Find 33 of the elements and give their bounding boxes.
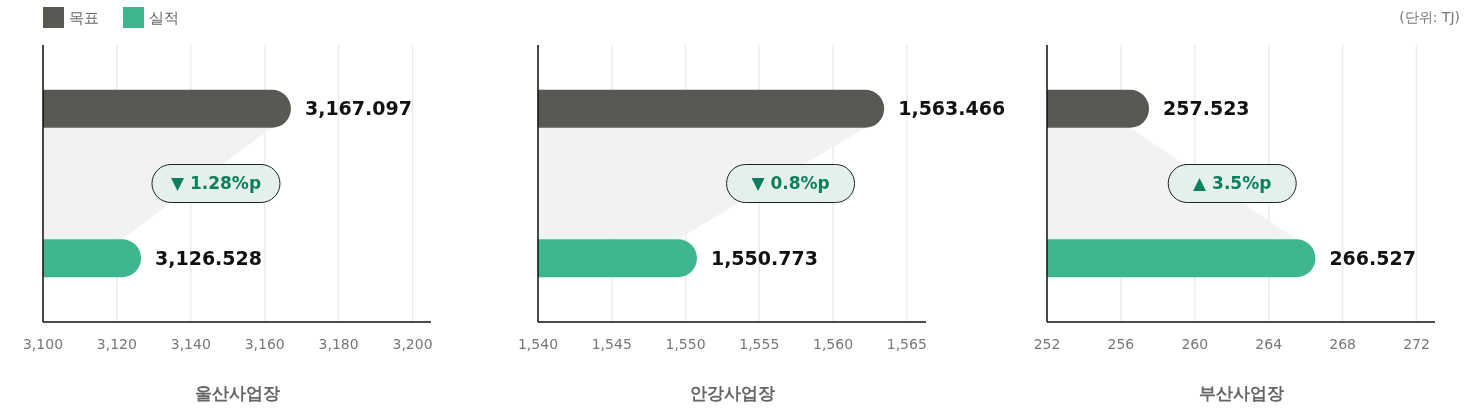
x-tick-label: 1,565 [886,336,927,352]
data-label: 1,550.773 [710,246,818,269]
x-tick-label: 252 [1033,336,1061,352]
data-label: 257.523 [1163,97,1250,120]
legend-label: 목표 [69,9,99,27]
x-tick-label: 272 [1403,336,1430,352]
data-label: 3,126.528 [155,246,263,269]
data-label: 266.527 [1329,246,1416,269]
x-tick-label: 1,560 [813,336,854,352]
x-axis-title: 안강사업장 [689,383,775,403]
text: (단위: TJ) [1399,9,1460,25]
legend-label: 실적 [149,9,179,27]
x-tick-label: 1,555 [739,336,780,352]
x-tick-label: 3,140 [170,336,211,352]
annotation: ▼ 0.8%p [751,173,830,194]
x-tick-label: 3,120 [96,336,137,352]
x-tick-label: 1,540 [517,336,559,352]
x-tick-label: 3,200 [392,336,433,352]
x-axis-title: 부산사업장 [1198,383,1284,403]
x-tick-label: 256 [1107,336,1135,352]
data-label: 3,167.097 [304,97,412,120]
x-tick-label: 1,550 [665,336,706,352]
x-tick-label: 268 [1329,336,1356,352]
x-axis-title: 울산사업장 [194,383,280,403]
x-tick-label: 3,160 [244,336,285,352]
x-tick-label: 1,545 [591,336,632,352]
x-tick-label: 3,100 [22,336,64,352]
annotation: ▼ 1.28%p [170,173,262,194]
annotation: ▲ 3.5%p [1193,173,1272,194]
x-tick-label: 264 [1255,336,1283,352]
x-tick-label: 260 [1181,336,1209,352]
data-label: 1,563.466 [898,97,1006,120]
x-tick-label: 3,180 [318,336,359,352]
